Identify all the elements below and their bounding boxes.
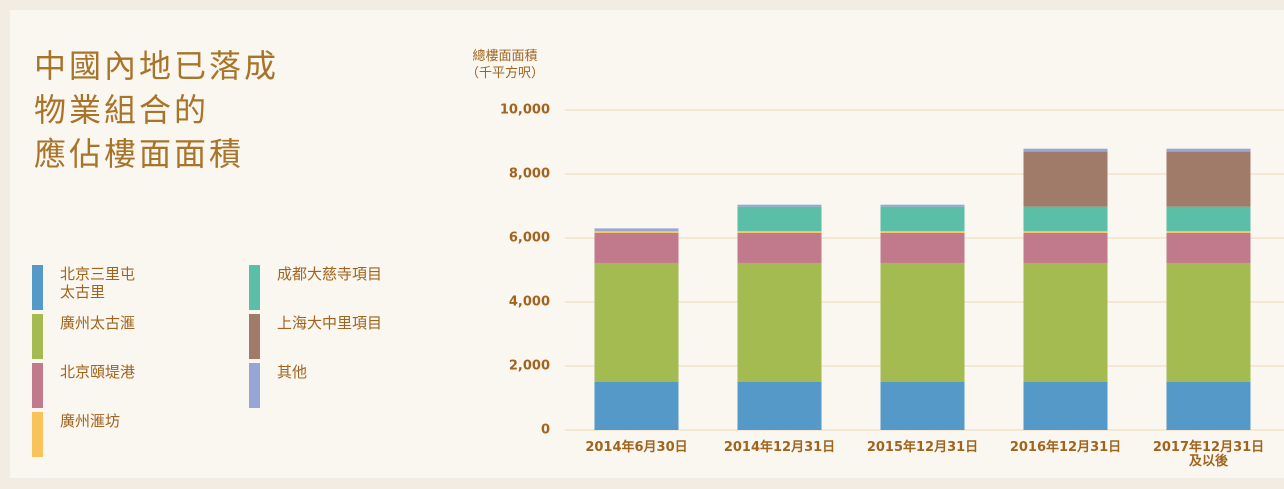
bar-segment [1166,230,1251,233]
legend-swatch [249,265,260,310]
bar-segment [1023,232,1108,263]
legend-item: 廣州滙坊 [32,412,120,457]
legend-swatch [32,363,43,408]
bar-segment [594,382,679,430]
bar-segment [1023,148,1108,152]
bar-segment [1023,382,1108,430]
bar-segment [880,206,965,231]
title-line: 中國內地已落成 [34,47,280,85]
title-line: 物業組合的 [34,91,210,129]
bar-segment [880,230,965,233]
x-tick-label: 2017年12月31日 及以後 [1152,440,1265,469]
legend-label: 北京三里屯 太古里 [60,265,136,301]
legend-item: 北京頤堤港 [32,363,135,408]
legend-label: 其他 [277,363,308,381]
bar-segment [594,232,679,263]
legend-label: 北京頤堤港 [60,363,136,381]
legend-item: 成都大慈寺項目 [249,265,382,310]
legend-swatch [32,265,43,310]
bar-segment [880,232,965,263]
bar-segment [880,204,965,207]
legend-item: 北京三里屯 太古里 [32,265,135,310]
x-tick-label: 2014年6月30日 [585,440,688,455]
bar-segment [1023,206,1108,231]
y-tick-label: 2,000 [509,359,550,374]
bar-segment [737,382,822,430]
bar-segment [594,228,679,231]
bar-segment [737,204,822,207]
legend-label: 廣州滙坊 [60,412,121,430]
bar-segment [594,262,679,382]
bar-segment [880,382,965,430]
legend-label: 上海大中里項目 [277,314,383,332]
bar-segment [737,206,822,231]
bar-segment [1023,230,1108,233]
legend-swatch [32,412,43,457]
bar-segment [1166,232,1251,263]
x-tick-label: 2015年12月31日 [866,440,979,455]
x-tick-label: 2016年12月31日 [1009,440,1122,455]
bar-segment [737,230,822,233]
legend-item: 上海大中里項目 [249,314,382,359]
bar-segment [1166,382,1251,430]
y-tick-label: 6,000 [509,231,550,246]
bar-segment [880,262,965,382]
y-tick-label: 10,000 [500,103,550,118]
bar-segment [1166,151,1251,207]
y-axis-label: 總樓面面積 （千平方呎） [440,48,570,82]
y-label-line: 總樓面面積 [472,49,538,64]
legend-swatch [32,314,43,359]
legend-item: 廣州太古滙 [32,314,135,359]
bar-segment [1166,206,1251,231]
y-tick-label: 0 [541,423,550,438]
y-tick-label: 4,000 [509,295,550,310]
legend-swatch [249,363,260,408]
legend-item: 其他 [249,363,307,408]
y-tick-label: 8,000 [509,167,550,182]
bar-segment [1166,262,1251,382]
bar-segment [737,262,822,382]
y-label-line: （千平方呎） [465,66,544,81]
title-line: 應佔樓面面積 [34,135,245,173]
bar-segment [594,230,679,233]
legend-label: 成都大慈寺項目 [277,265,383,283]
bar-segment [1166,148,1251,152]
bar-segment [1023,151,1108,207]
legend-label: 廣州太古滙 [60,314,136,332]
bar-segment [1023,262,1108,382]
bar-segment [737,232,822,263]
x-tick-label: 2014年12月31日 [723,440,836,455]
title: 中國內地已落成 物業組合的應佔樓面面積 [34,44,279,176]
legend-swatch [249,314,260,359]
